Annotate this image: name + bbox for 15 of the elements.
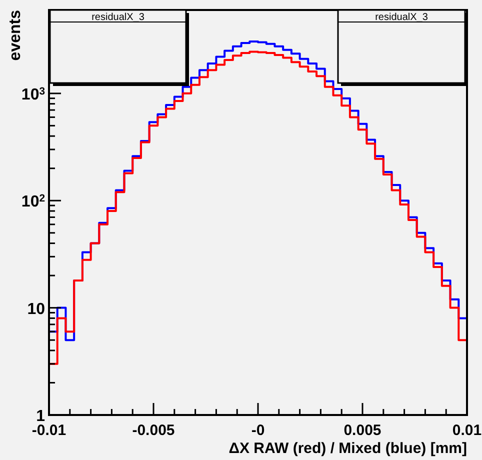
x-tick-label: -0 bbox=[251, 422, 265, 439]
y-axis-title: events bbox=[7, 10, 24, 61]
y-tick-label: 10 bbox=[27, 300, 46, 318]
stats-box: residualX_3 bbox=[49, 9, 189, 86]
annotation: residualX_3 bbox=[375, 12, 428, 23]
x-tick-label: 0.005 bbox=[344, 422, 382, 439]
x-tick-label: -0.005 bbox=[132, 422, 175, 439]
y-tick-label: 10$^{2}$ bbox=[21, 193, 46, 211]
x-tick-label: -0.01 bbox=[32, 422, 66, 439]
y-tick-label: 1 bbox=[36, 408, 46, 425]
x-tick-label: 0.01 bbox=[452, 422, 482, 439]
stats-box: residualX_3 bbox=[337, 9, 468, 86]
x-axis-title: ΔX RAW (red) / Mixed (blue) [mm] bbox=[228, 440, 467, 457]
annotation: residualX_3 bbox=[92, 12, 145, 23]
y-tick-label: 10$^{3}$ bbox=[21, 86, 46, 104]
